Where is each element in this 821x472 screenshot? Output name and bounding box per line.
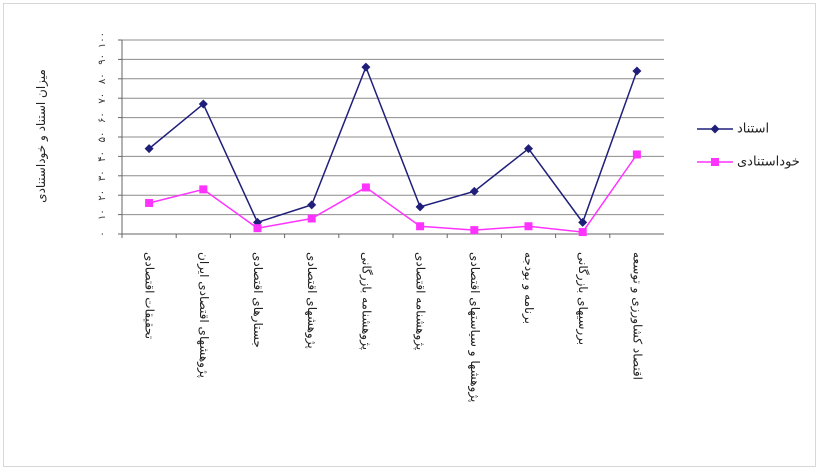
data-point xyxy=(198,99,208,109)
legend-marker xyxy=(710,124,720,134)
data-point xyxy=(524,144,533,154)
legend-entry-2: خوداستنادی xyxy=(697,155,800,170)
y-tick-label: ۵۰ xyxy=(97,132,108,143)
y-tick-label: ۴۰ xyxy=(97,151,108,162)
data-point xyxy=(199,185,208,194)
data-point xyxy=(578,228,587,237)
line-chart: ۰ ۱۰ ۲۰ ۳۰ ۴۰ ۵۰ ۶۰ ۷۰ ۸۰ ۹۰ ۱۰۰ تحقیقات اقتصادی پژ… xyxy=(34,32,800,402)
data-point xyxy=(145,198,154,207)
data-point xyxy=(632,66,642,76)
category-label: پژوهشهای اقتصادی xyxy=(304,252,319,349)
y-tick-label: ۱۰۰ xyxy=(97,32,108,48)
category-label: برنامه و بودجه xyxy=(521,252,536,324)
data-point xyxy=(144,144,154,154)
series-1 xyxy=(144,62,642,227)
data-point xyxy=(469,186,479,196)
category-label: پژوهشها و سیاستهای اقتصادی xyxy=(467,252,482,402)
y-tick-label: ۸۰ xyxy=(97,73,108,84)
data-point xyxy=(524,222,533,231)
y-axis-title: میزان استناد و خوداستنادی xyxy=(34,69,49,203)
y-tick-label: ۱۰ xyxy=(97,209,108,220)
axes xyxy=(118,39,664,238)
y-tick-labels: ۰ ۱۰ ۲۰ ۳۰ ۴۰ ۵۰ ۶۰ ۷۰ ۸۰ ۹۰ ۱۰۰ xyxy=(97,32,108,237)
data-point xyxy=(307,214,316,223)
data-point xyxy=(632,150,641,159)
data-point xyxy=(361,183,370,192)
data-point xyxy=(253,224,262,233)
data-point xyxy=(361,62,371,72)
data-point xyxy=(416,222,425,231)
y-tick-label: ۹۰ xyxy=(97,54,108,65)
category-label: پژوهشنامه اقتصادی xyxy=(413,252,428,350)
category-label: اقتصاد کشاورزی و توسعه xyxy=(629,252,644,380)
series-line xyxy=(148,154,638,233)
legend-label: استناد xyxy=(737,122,769,137)
y-tick-label: ۰ xyxy=(97,231,108,236)
y-tick-label: ۲۰ xyxy=(97,190,108,201)
data-point xyxy=(578,217,588,227)
legend-label: خوداستنادی xyxy=(737,155,800,170)
y-tick-label: ۷۰ xyxy=(97,93,108,104)
category-labels: تحقیقات اقتصادی پژوهشهای اقتصادی ایران جست… xyxy=(143,252,645,402)
chart-frame: ۰ ۱۰ ۲۰ ۳۰ ۴۰ ۵۰ ۶۰ ۷۰ ۸۰ ۹۰ ۱۰۰ تحقیقات اقتصادی پژ… xyxy=(3,3,816,467)
series-2 xyxy=(145,150,641,237)
category-label: پژوهشهای اقتصادی ایران xyxy=(196,252,211,378)
legend: استناد خوداستنادی xyxy=(697,122,800,170)
series-lines xyxy=(144,62,642,237)
y-tick-label: ۳۰ xyxy=(97,170,108,181)
category-label: پژوهشنامه بازرگانی xyxy=(358,252,373,350)
legend-marker xyxy=(711,158,719,166)
data-point xyxy=(470,226,479,235)
category-label: جستارهای اقتصادی xyxy=(250,252,265,348)
category-label: تحقیقات اقتصادی xyxy=(143,252,157,339)
y-tick-label: ۶۰ xyxy=(97,112,108,123)
data-point xyxy=(415,202,425,212)
data-point xyxy=(307,200,317,210)
legend-entry-1: استناد xyxy=(697,122,769,137)
series-line xyxy=(148,65,638,224)
category-label: بررسیهای بازرگانی xyxy=(575,252,590,345)
